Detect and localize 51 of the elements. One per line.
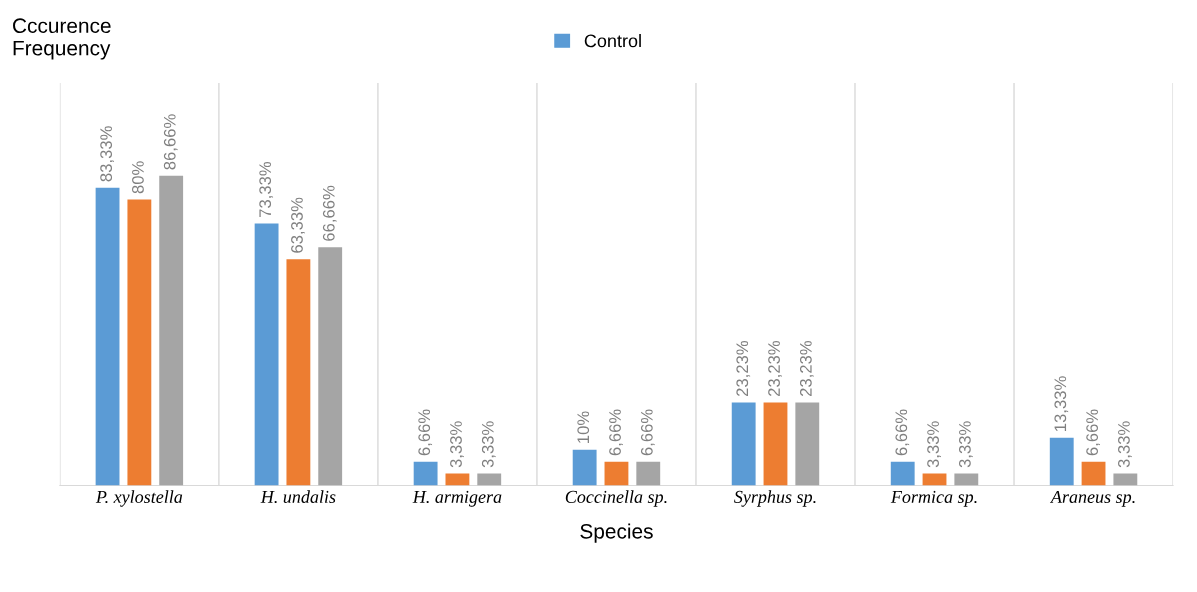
- bar: [95, 187, 120, 486]
- data-label: 80%: [132, 161, 144, 194]
- bar: [890, 461, 915, 486]
- data-label: 23,23%: [736, 340, 751, 397]
- data-label: 10%: [577, 411, 590, 443]
- bar: [477, 473, 502, 486]
- bar: [1113, 473, 1138, 486]
- bar: [445, 473, 470, 486]
- bar: [127, 199, 152, 486]
- bar: [954, 473, 979, 486]
- x-axis-title: Species: [580, 523, 653, 543]
- bar: [604, 461, 629, 486]
- data-label: 6,66%: [609, 409, 623, 456]
- bar: [572, 449, 597, 486]
- data-label: 6,66%: [640, 409, 655, 456]
- bar: [413, 461, 438, 486]
- x-tick-label: H. undalis: [260, 490, 336, 504]
- bar: [763, 402, 788, 486]
- x-tick-label: Araneus sp.: [1049, 490, 1135, 507]
- data-label: 6,66%: [418, 409, 433, 456]
- data-label: 66,66%: [322, 185, 337, 241]
- bar: [1081, 461, 1106, 486]
- x-tick-label: Formica sp.: [890, 490, 977, 507]
- data-label: 3,33%: [481, 421, 496, 468]
- data-label: 23,23%: [799, 340, 814, 397]
- data-label: 83,33%: [100, 126, 114, 182]
- text: Cccurence Frequency: [13, 18, 111, 60]
- bar: [795, 402, 820, 486]
- legend-label: Control: [584, 34, 641, 48]
- data-label: 3,33%: [927, 421, 941, 468]
- data-label: 6,66%: [1086, 409, 1100, 456]
- bar: [636, 461, 661, 486]
- bar: [1049, 437, 1074, 486]
- data-label: 3,33%: [1118, 421, 1132, 468]
- bar: [159, 175, 184, 486]
- data-label: 73,33%: [259, 161, 274, 217]
- bar: [731, 402, 756, 486]
- bar: [318, 247, 343, 486]
- data-label: 13,33%: [1054, 376, 1069, 431]
- data-label: 6,66%: [895, 409, 910, 456]
- x-tick-label: Syrphus sp.: [734, 490, 816, 507]
- data-label: 3,33%: [958, 421, 973, 468]
- bar: [286, 259, 311, 486]
- x-tick-label: Coccinella sp.: [565, 490, 667, 507]
- data-label: 86,66%: [163, 114, 178, 170]
- x-tick-label: H. armigera: [412, 490, 502, 507]
- data-label: 23,23%: [768, 340, 782, 397]
- x-tick-label: P. xylostella: [95, 490, 183, 507]
- data-label: 63,33%: [291, 197, 305, 253]
- bar: [254, 223, 279, 486]
- data-label: 3,33%: [450, 421, 464, 468]
